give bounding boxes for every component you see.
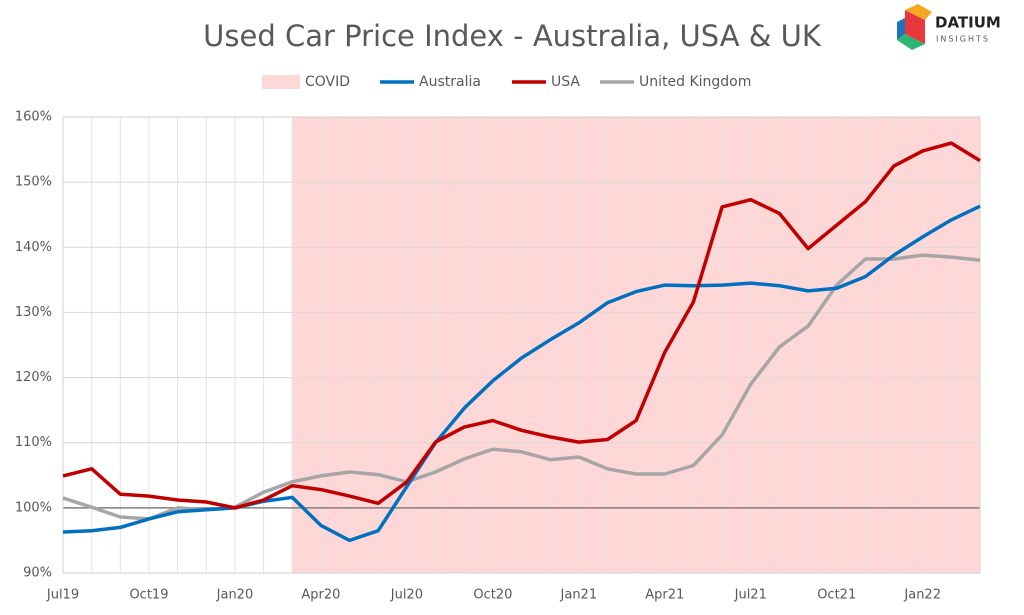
y-tick-label: 110% bbox=[15, 435, 52, 450]
legend-label: Australia bbox=[419, 74, 481, 90]
y-tick-label: 160% bbox=[15, 110, 52, 125]
x-tick-label: Jan21 bbox=[560, 588, 598, 603]
legend-swatch bbox=[262, 75, 300, 89]
logo-shape bbox=[897, 18, 905, 40]
logo-shape bbox=[905, 4, 932, 20]
x-tick-label: Jul20 bbox=[390, 588, 423, 603]
x-tick-label: Oct21 bbox=[817, 588, 856, 603]
legend-label: COVID bbox=[305, 74, 350, 90]
x-tick-label: Jul21 bbox=[734, 588, 767, 603]
x-tick-label: Jul19 bbox=[46, 588, 79, 603]
y-tick-label: 90% bbox=[23, 566, 52, 581]
series-line bbox=[62, 204, 981, 543]
logo-name: DATIUM bbox=[935, 14, 1001, 32]
legend-label: United Kingdom bbox=[639, 74, 751, 90]
legend: COVID Australia USA United Kingdom bbox=[262, 74, 751, 90]
x-tick-label: Oct20 bbox=[473, 588, 512, 603]
chart-title: Used Car Price Index - Australia, USA & … bbox=[203, 19, 822, 53]
logo-shape bbox=[905, 10, 925, 44]
logo-tagline: INSIGHTS bbox=[936, 35, 990, 44]
x-tick-label: Jan20 bbox=[216, 588, 254, 603]
logo: DATIUM INSIGHTS bbox=[897, 4, 1001, 50]
y-tick-label: 100% bbox=[15, 500, 52, 515]
x-tick-label: Jan22 bbox=[903, 588, 941, 603]
x-tick-label: Apr21 bbox=[645, 588, 684, 603]
legend-label: USA bbox=[551, 74, 580, 90]
x-tick-label: Apr20 bbox=[301, 588, 340, 603]
plot-border bbox=[62, 116, 981, 574]
x-tick-label: Oct19 bbox=[129, 588, 168, 603]
logo-shape bbox=[897, 34, 925, 50]
series-line bbox=[62, 141, 981, 510]
y-tick-label: 150% bbox=[15, 175, 52, 190]
y-tick-label: 120% bbox=[15, 370, 52, 385]
y-tick-label: 140% bbox=[15, 240, 52, 255]
y-tick-label: 130% bbox=[15, 305, 52, 320]
